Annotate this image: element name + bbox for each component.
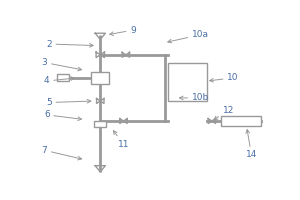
Text: 9: 9 — [110, 26, 136, 35]
Text: 10: 10 — [210, 73, 238, 82]
Text: 4: 4 — [44, 76, 75, 85]
Bar — [92, 72, 109, 84]
Bar — [57, 74, 69, 81]
Text: 14: 14 — [246, 130, 257, 159]
Text: 10b: 10b — [179, 93, 209, 102]
Bar — [168, 62, 207, 101]
Text: 7: 7 — [42, 146, 82, 160]
Text: 12: 12 — [214, 106, 234, 120]
Text: 11: 11 — [113, 131, 129, 149]
Text: 6: 6 — [44, 110, 82, 121]
Text: 2: 2 — [46, 40, 93, 49]
Text: 10a: 10a — [168, 30, 209, 43]
Text: 5: 5 — [46, 98, 91, 107]
Bar — [221, 116, 261, 126]
Bar — [94, 121, 106, 127]
Text: 3: 3 — [42, 58, 82, 71]
